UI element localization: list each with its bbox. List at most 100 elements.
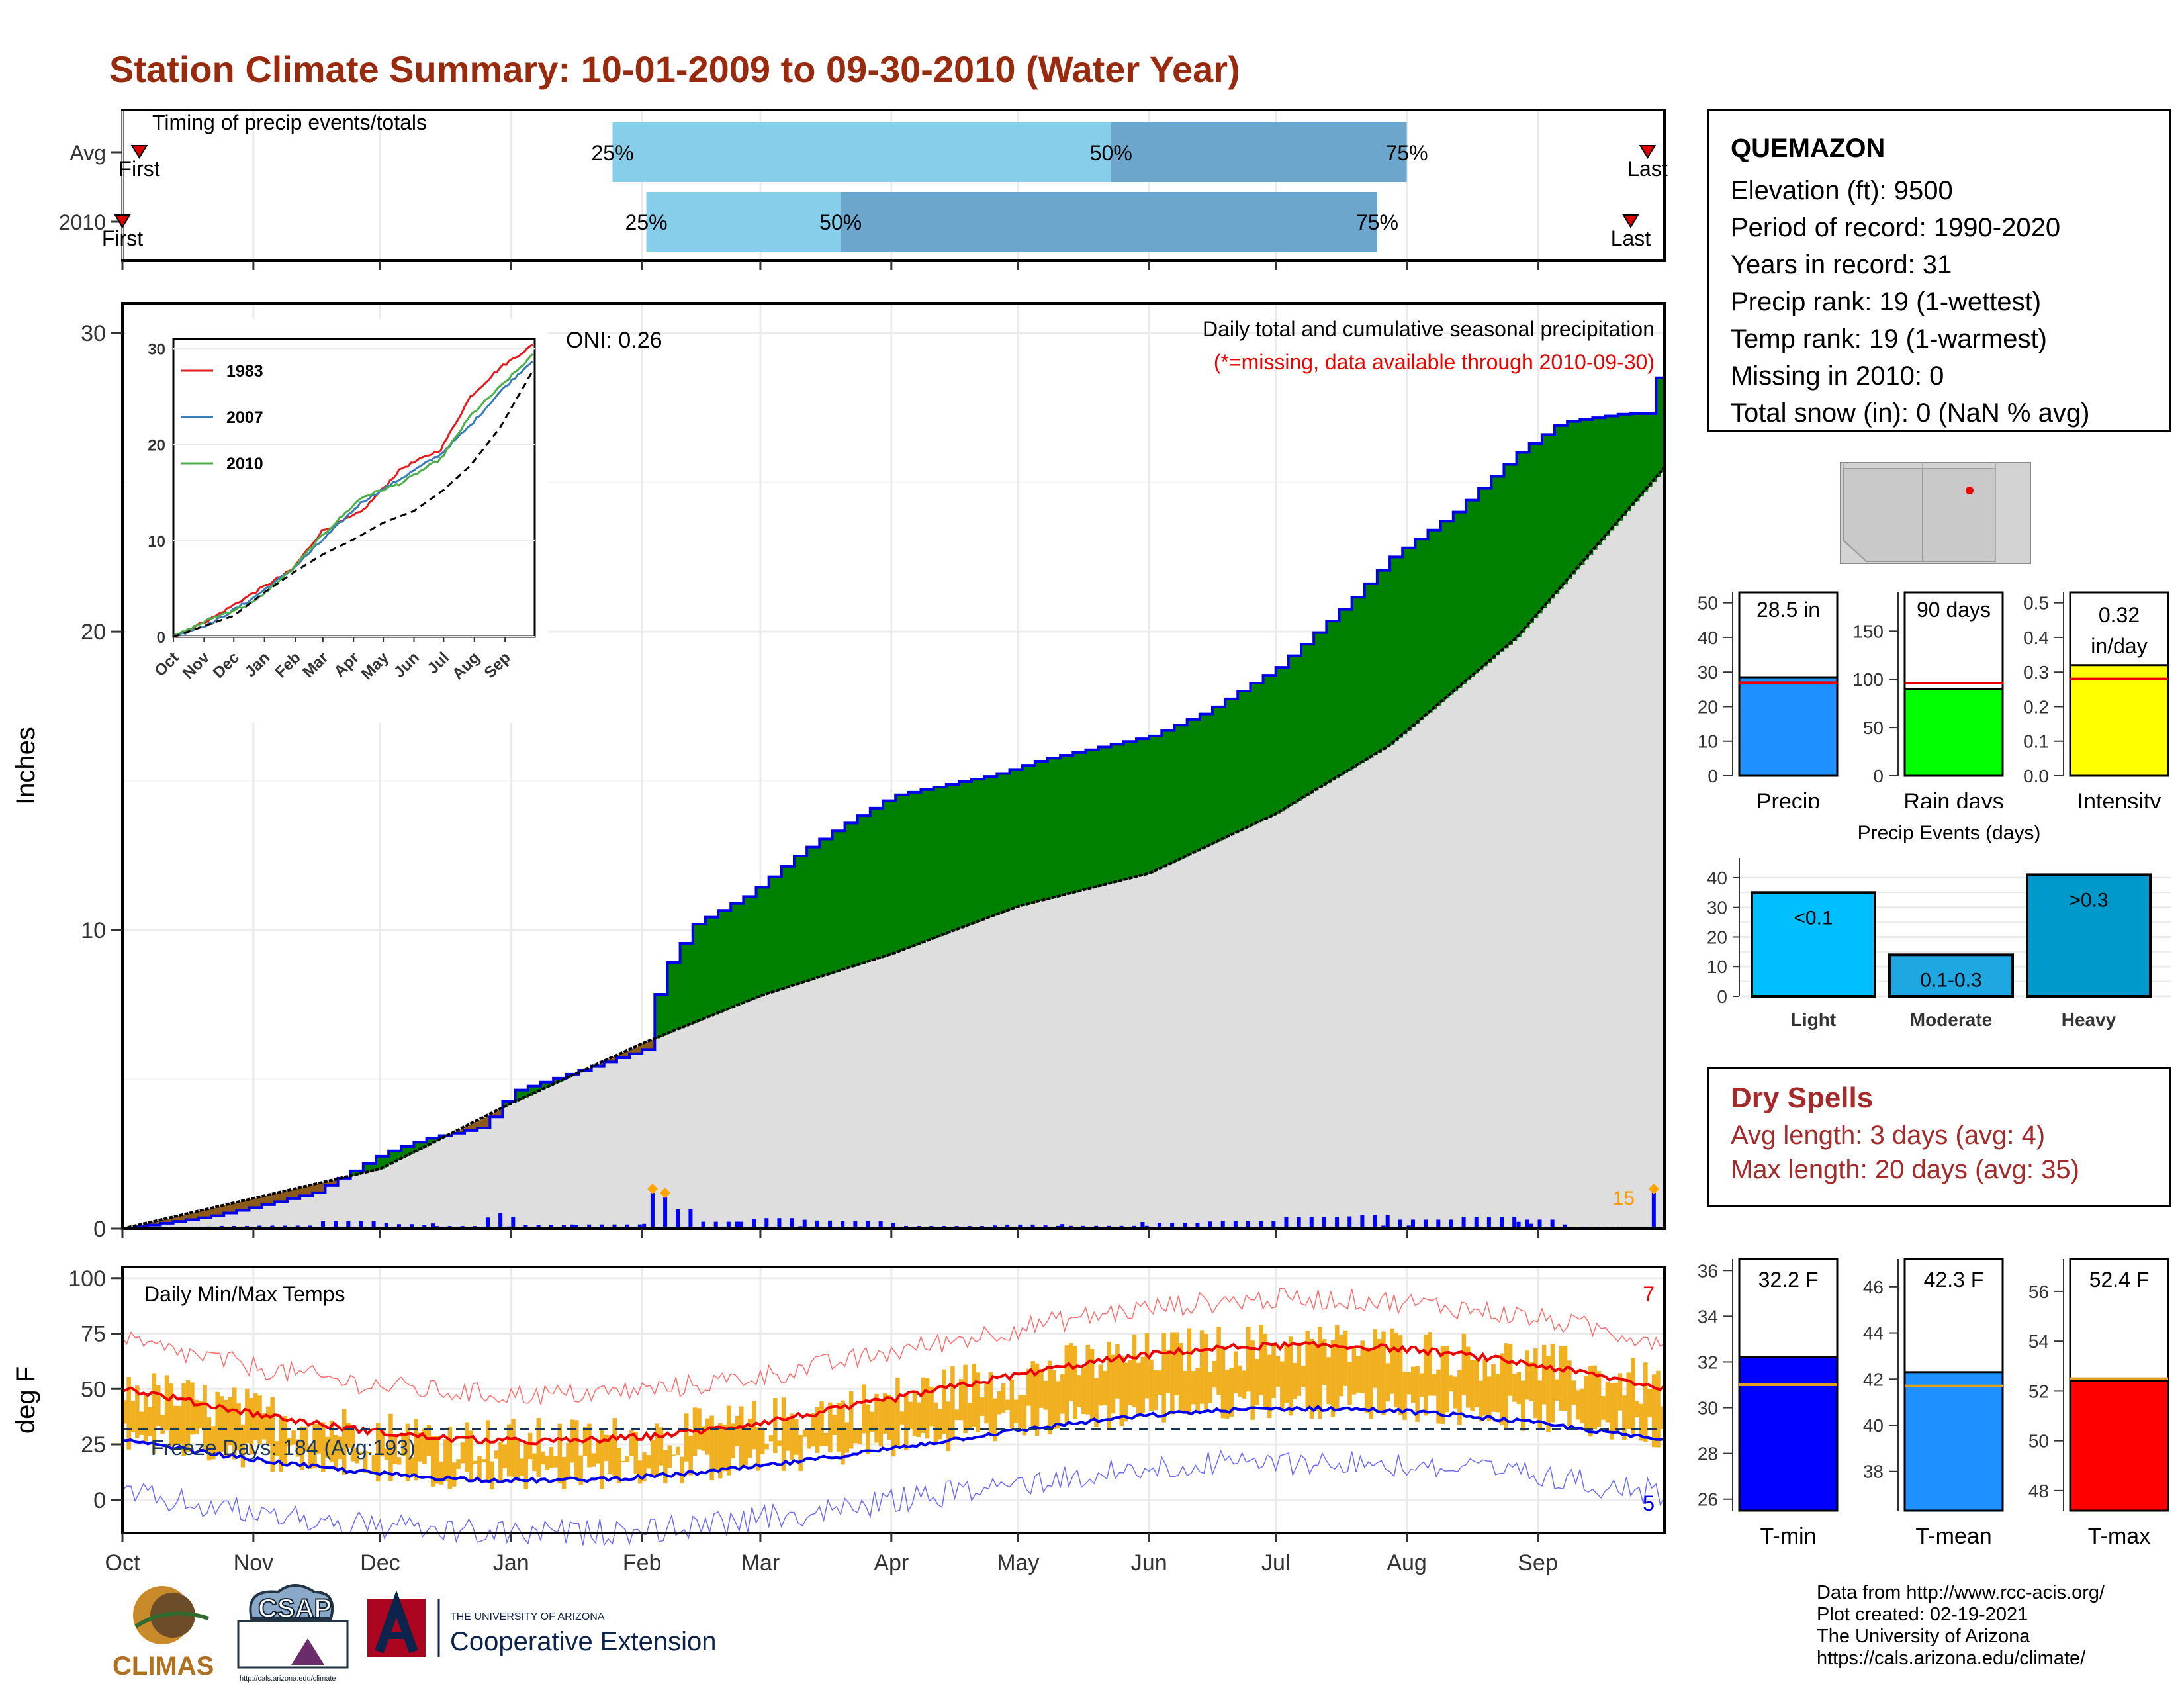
temp-daily-bar [465, 1422, 469, 1472]
station-info-box: QUEMAZON Elevation (ft): 9500 Period of … [1707, 109, 2171, 432]
precip-anomaly-slice [1098, 747, 1103, 886]
precip-anomaly-slice [1351, 597, 1357, 769]
temp-daily-bar [925, 1378, 930, 1439]
temp-daily-bar [198, 1401, 203, 1429]
precip-daily-bar [1208, 1221, 1212, 1229]
precip-anomaly-slice [1541, 434, 1547, 609]
events-ytick-label: 10 [1707, 957, 1727, 977]
precip-chart: 0 10 20 30 Inches Daily total and cumulative … [11, 302, 1666, 1242]
temp-daily-bar [1647, 1389, 1652, 1417]
precip-anomaly-slice [1617, 414, 1623, 521]
temp-daily-bar [148, 1407, 152, 1436]
precip-anomaly-slice [1610, 416, 1615, 531]
precip-anomaly-slice [878, 808, 884, 959]
locator-map [1840, 462, 2031, 564]
precip-anomaly-slice [1208, 714, 1213, 846]
precip-daily-bar [1056, 1225, 1060, 1229]
precip-anomaly-slice [1275, 667, 1281, 814]
temp-daily-bar [1136, 1362, 1141, 1417]
precip-anomaly-slice [950, 784, 956, 932]
temp-daily-bar [1525, 1350, 1529, 1400]
temp-daily-bar [325, 1436, 330, 1458]
temp-daily-bar [1183, 1371, 1187, 1414]
precip-daily-bar [295, 1225, 300, 1229]
precip-anomaly-slice [291, 1189, 296, 1199]
precip-anomaly-slice [815, 847, 821, 978]
month-label: Nov [234, 1550, 273, 1575]
temp-daily-bar [1364, 1347, 1369, 1413]
precip-anomaly-slice [1364, 583, 1369, 761]
temp-daily-bar [629, 1430, 634, 1456]
temp-daily-bar [659, 1427, 664, 1466]
temp-daily-bar [206, 1417, 212, 1461]
temp-daily-bar [431, 1436, 435, 1487]
temp-daily-bar [756, 1427, 761, 1471]
temp-daily-bar [515, 1438, 520, 1481]
temp-daily-bar [1486, 1376, 1492, 1421]
precip-daily-bar [841, 1221, 845, 1229]
precip-anomaly-slice [832, 831, 837, 973]
precip-daily-bar [1043, 1225, 1048, 1229]
precip-daily-bar [739, 1221, 743, 1229]
timing-bar-upper [841, 192, 1377, 252]
precip-anomaly-slice [1546, 434, 1551, 604]
temp-daily-bar [1187, 1328, 1192, 1415]
temp-daily-bar [650, 1440, 655, 1476]
events-bar-moderate [1888, 953, 2014, 998]
precip-anomaly-slice [1537, 443, 1543, 614]
temp-daily-bar [502, 1444, 508, 1468]
precip-anomaly-slice [621, 1053, 626, 1058]
temp-daily-bar [1512, 1374, 1517, 1402]
temp-daily-bar [418, 1432, 423, 1462]
precip-anomaly-slice [1288, 655, 1294, 806]
temp-daily-bar [731, 1423, 735, 1458]
precip-anomaly-slice [650, 1040, 656, 1050]
precip-daily-bar [1297, 1217, 1301, 1229]
temp-daily-bar [1073, 1346, 1077, 1419]
bar-xlabel: Rain days [1903, 789, 2003, 808]
temp-daily-bar [1656, 1370, 1661, 1448]
precip-anomaly-slice [735, 903, 740, 1006]
month-label: Dec [360, 1550, 400, 1575]
events-ytick-label: 20 [1707, 927, 1727, 947]
precip-anomaly-slice [1520, 452, 1526, 633]
temp-daily-bar [240, 1424, 246, 1468]
temp-bar-t-max: 48 50 52 54 56 T-max 52.4 F [2028, 1258, 2169, 1549]
temp-daily-bar [1107, 1341, 1111, 1429]
temp-daily-bar [126, 1377, 131, 1450]
precip-anomaly-slice [308, 1185, 314, 1196]
temp-daily-bar [1216, 1327, 1221, 1395]
precip-anomaly-slice [903, 794, 909, 949]
temp-daily-bar [414, 1419, 418, 1481]
temp-daily-bar [1322, 1339, 1327, 1385]
bar-ytick-label: 50 [1863, 718, 1884, 738]
precip-daily-bar [1381, 1225, 1386, 1229]
precip-anomaly-slice [676, 962, 681, 1030]
precip-daily-bar [1157, 1223, 1161, 1229]
temp-daily-bar [1318, 1327, 1323, 1419]
precip-heavy-marker [1648, 1183, 1659, 1194]
precip-anomaly-slice [1508, 464, 1513, 645]
temp-daily-bar [1043, 1380, 1048, 1410]
precip-anomaly-slice [1555, 425, 1560, 594]
precip-anomaly-slice [891, 800, 896, 955]
precip-anomaly-slice [1161, 730, 1167, 868]
temp-daily-bar [899, 1411, 905, 1425]
temp-daily-bar [1402, 1371, 1407, 1420]
bar-xlabel: T-max [2088, 1524, 2150, 1549]
timing-first-label: First [102, 226, 143, 250]
temp-daily-bar [1639, 1403, 1644, 1441]
bar-ytick-label: 0.0 [2023, 766, 2049, 786]
temp-daily-bar [451, 1462, 457, 1487]
temp-daily-bar [726, 1405, 731, 1476]
precip-anomaly-slice [739, 903, 745, 1005]
precip-anomaly-slice [697, 924, 702, 1021]
precip-anomaly-slice [1605, 416, 1610, 536]
timing-bar-lower [612, 122, 1111, 182]
precip-daily-bar [232, 1225, 236, 1229]
precip-anomaly-slice [1242, 690, 1247, 830]
precip-anomaly-slice [713, 917, 719, 1015]
precip-anomaly-slice [1060, 755, 1066, 896]
bar-ytick-label: 40 [1698, 628, 1718, 648]
precip-daily-bar [308, 1225, 312, 1229]
